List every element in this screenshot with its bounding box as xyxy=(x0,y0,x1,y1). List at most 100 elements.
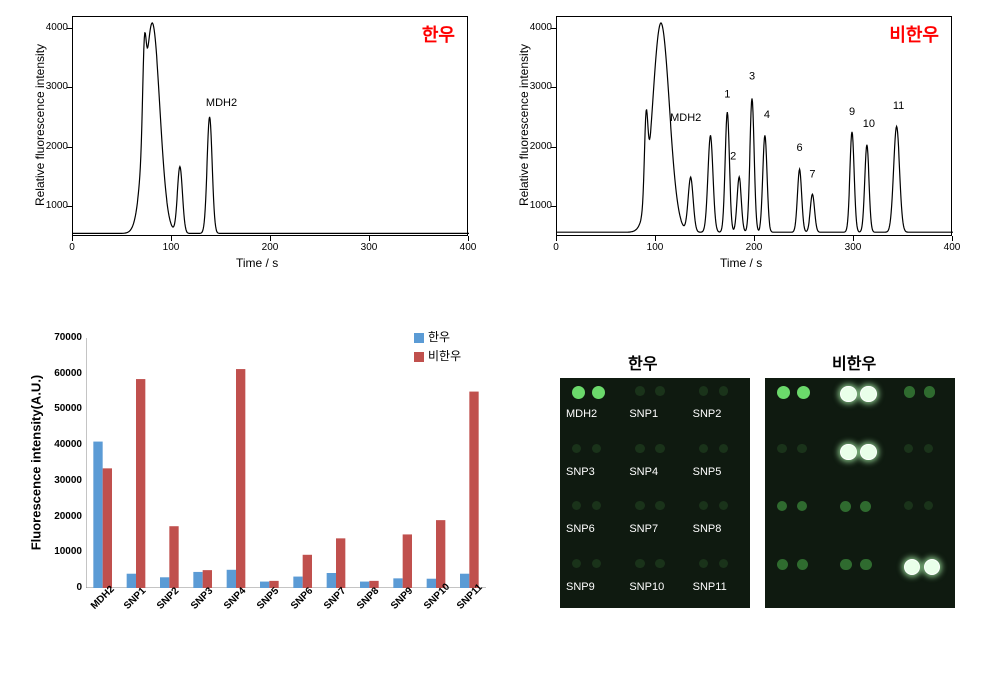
microarray-spot xyxy=(924,386,936,398)
microarray-spot xyxy=(924,559,941,576)
microarray-spot xyxy=(592,501,601,510)
bar-plot xyxy=(86,338,486,588)
microarray-spot xyxy=(904,386,916,398)
x-tick: 200 xyxy=(260,242,280,253)
bar xyxy=(136,379,145,588)
legend-label-1: 한우 xyxy=(428,330,450,344)
microarray-spot xyxy=(840,501,851,512)
peak-label: MDH2 xyxy=(670,112,701,124)
bar xyxy=(436,520,445,588)
bar-x-tick: SNP3 xyxy=(189,586,215,612)
bar xyxy=(293,577,302,588)
bar xyxy=(169,526,178,588)
microarray-spot xyxy=(797,444,807,454)
microarray-spot xyxy=(719,386,729,396)
microarray-spot xyxy=(655,559,664,568)
bar-y-tick: 20000 xyxy=(38,511,82,522)
legend-item-2: 비한우 xyxy=(414,347,461,364)
microarray-spot xyxy=(719,444,728,453)
microarray-spot xyxy=(655,444,664,453)
microarray-spot xyxy=(840,386,856,402)
microarray-spot xyxy=(860,501,871,512)
bar xyxy=(360,582,369,588)
bar-y-tick: 60000 xyxy=(38,368,82,379)
top-left-xlabel: Time / s xyxy=(236,256,278,270)
top-left-frame: 한우 MDH2 xyxy=(72,16,468,236)
microarray-spot xyxy=(592,444,601,453)
top-right-panel: 비한우 MDH212346791011 Relative fluorescenc… xyxy=(500,10,964,300)
microarray-spot xyxy=(635,501,644,510)
microarray-spot xyxy=(797,559,808,570)
bar-ylabel: Fluorescence intensity(A.U.) xyxy=(29,353,44,573)
microarray-spot xyxy=(635,386,645,396)
peak-label: 7 xyxy=(809,169,815,181)
microarray-spot xyxy=(860,444,877,461)
y-tick: 3000 xyxy=(518,81,552,92)
top-left-panel: 한우 MDH2 Relative fluorescence intensity … xyxy=(16,10,480,300)
microarray-label: SNP8 xyxy=(693,523,722,535)
micro-right-image xyxy=(765,378,955,608)
microarray-spot xyxy=(777,559,788,570)
peak-label: 3 xyxy=(749,70,755,82)
bar xyxy=(303,555,312,588)
bar xyxy=(469,392,478,588)
bar xyxy=(327,573,336,588)
microarray-spot xyxy=(777,501,787,511)
microarray-label: SNP4 xyxy=(629,466,658,478)
microarray-spot xyxy=(924,444,933,453)
bar-x-tick: SNP1 xyxy=(122,586,148,612)
microarray-spot xyxy=(924,501,933,510)
bar-x-tick: SNP4 xyxy=(222,586,248,612)
y-tick: 3000 xyxy=(34,81,68,92)
peak-label: 4 xyxy=(764,109,770,121)
bar xyxy=(460,574,469,588)
bar-y-tick: 10000 xyxy=(38,546,82,557)
microarray-spot xyxy=(572,559,581,568)
bar-x-tick: MDH2 xyxy=(89,584,117,612)
bar xyxy=(160,577,169,588)
microarray-label: SNP10 xyxy=(629,581,664,593)
y-tick: 2000 xyxy=(34,141,68,152)
microarray-spot xyxy=(572,444,581,453)
microarray-spot xyxy=(699,444,708,453)
microarray-spot xyxy=(572,386,585,399)
microarray-spot xyxy=(719,501,728,510)
microarray-label: SNP2 xyxy=(693,408,722,420)
x-tick: 0 xyxy=(62,242,82,253)
microarray-spot xyxy=(635,444,644,453)
micro-left-image: MDH2SNP1SNP2SNP3SNP4SNP5SNP6SNP7SNP8SNP9… xyxy=(560,378,750,608)
peak-label: 1 xyxy=(724,88,730,100)
microarray-spot xyxy=(699,386,709,396)
microarray-label: SNP7 xyxy=(629,523,658,535)
y-tick: 4000 xyxy=(518,22,552,33)
x-tick: 400 xyxy=(942,242,962,253)
bar-x-tick: SNP5 xyxy=(255,586,281,612)
top-left-ylabel: Relative fluorescence intensity xyxy=(33,35,47,215)
bar-x-tick: SNP9 xyxy=(389,586,415,612)
peak-label: 6 xyxy=(796,142,802,154)
x-tick: 400 xyxy=(458,242,478,253)
microarray-spot xyxy=(840,444,857,461)
bar-y-tick: 50000 xyxy=(38,403,82,414)
bar xyxy=(103,468,112,588)
microarray-label: SNP6 xyxy=(566,523,595,535)
bar-x-tick: SNP6 xyxy=(289,586,315,612)
top-right-frame: 비한우 MDH212346791011 xyxy=(556,16,952,236)
peak-label: 2 xyxy=(730,151,736,163)
microarray-spot xyxy=(719,559,728,568)
bar-x-tick: SNP8 xyxy=(355,586,381,612)
bar xyxy=(193,572,202,588)
bar-legend: 한우 비한우 xyxy=(414,328,461,364)
microarray-spot xyxy=(777,444,787,454)
top-left-plot: MDH2 xyxy=(73,17,469,237)
y-tick: 1000 xyxy=(518,200,552,211)
micro-left-title: 한우 xyxy=(628,350,657,374)
microarray-spot xyxy=(635,559,644,568)
peak-label: 9 xyxy=(849,106,855,118)
bar xyxy=(127,574,136,588)
legend-item-1: 한우 xyxy=(414,328,461,345)
microarray-label: SNP11 xyxy=(693,581,727,593)
peak-label: MDH2 xyxy=(206,97,237,109)
microarray-spot xyxy=(655,501,664,510)
bar xyxy=(336,538,345,588)
